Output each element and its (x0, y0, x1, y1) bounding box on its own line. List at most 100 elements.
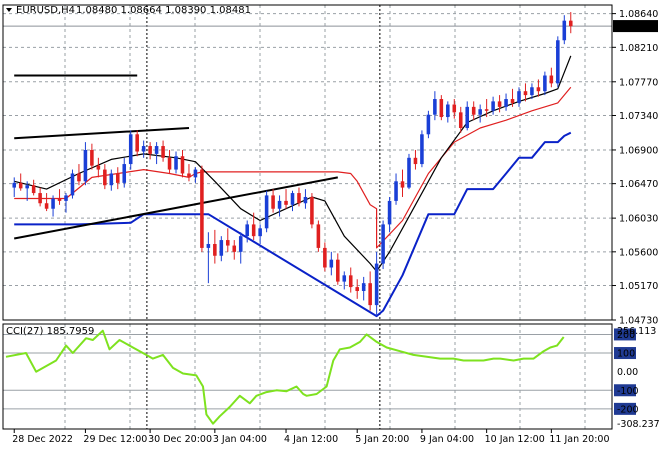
candle-body (465, 106, 470, 129)
candle-body (277, 200, 282, 209)
candle-body (530, 87, 534, 96)
price-axis: 1.08640 1.08210 1.07770 1.07340 1.06900 1.064… (612, 9, 658, 327)
cci-level-tag (614, 328, 636, 341)
candle-body (180, 156, 185, 174)
cci-line (5, 329, 565, 425)
candle-body (316, 224, 321, 248)
candle-body (167, 157, 172, 170)
candle-body (355, 287, 359, 292)
candle-body (400, 181, 405, 188)
time-tick-label: 29 Dec 12:00 (83, 434, 147, 445)
candle-body (25, 185, 29, 189)
candle-body (536, 87, 541, 92)
candle-body (51, 198, 55, 209)
time-tick-label: 9 Jan 04:00 (420, 434, 474, 445)
candle-body (83, 149, 88, 182)
candle-body (510, 99, 515, 103)
candle-body (543, 75, 547, 92)
candle-body (297, 193, 301, 204)
candle-body (251, 224, 256, 237)
support-line (14, 131, 572, 318)
candle-body (219, 240, 224, 256)
chart-header: EURUSD,H4 1.08480 1.08664 1.08390 1.0848… (6, 5, 251, 16)
candle-body (141, 146, 146, 152)
price-pane-frame (2, 4, 613, 321)
cci-min-label: -308.2372 (617, 419, 660, 430)
candle-body (407, 157, 411, 188)
candle-body (394, 181, 398, 201)
candle-body (161, 146, 165, 158)
cci-pane-frame (2, 323, 613, 430)
candle-body (290, 193, 295, 205)
candle-body (213, 243, 217, 256)
candle-body (413, 157, 418, 165)
candle-body (148, 146, 152, 154)
cci-tick-label: 100 (617, 349, 635, 360)
candle-body (135, 134, 139, 152)
time-tick-label: 5 Jan 20:00 (355, 434, 409, 445)
candle-body (128, 134, 133, 165)
candle-body (303, 196, 308, 204)
candle-body (420, 134, 424, 165)
main-grid (3, 5, 612, 321)
candle-body (381, 224, 385, 264)
candle-body (187, 173, 191, 178)
price-tick-label: 1.08210 (619, 43, 658, 54)
symbol-title: EURUSD,H4 (16, 5, 75, 16)
price-tick-label: 1.04730 (619, 316, 658, 327)
cci-tick-label: -100 (617, 386, 639, 397)
candle-body (336, 259, 340, 282)
cci-tick-label: -200 (617, 404, 639, 415)
candle-body (70, 173, 75, 196)
time-axis: 28 Dec 2022 29 Dec 12:00 30 Dec 20:00 3 Jan… (12, 429, 610, 445)
tenkan-line (14, 55, 572, 272)
time-tick-label: 3 Jan 04:00 (213, 434, 267, 445)
candle-body (115, 173, 120, 183)
candle-body (348, 275, 353, 288)
time-tick-label: 28 Dec 2022 (12, 434, 73, 445)
candle-body (323, 247, 327, 268)
candle-body (433, 99, 437, 115)
dropdown-triangle-icon[interactable] (6, 8, 12, 12)
candle-body (18, 182, 23, 189)
pane-frames (2, 4, 613, 430)
candle-body (452, 104, 457, 113)
candle-body (154, 146, 159, 154)
last-price-label: 1.08481 (618, 22, 657, 33)
kijun-line (14, 86, 572, 249)
candle-body (329, 259, 334, 268)
cci-axis: 200 100 0.00 -100 -200 (614, 328, 639, 415)
overlay-lines (14, 55, 572, 318)
candle-body (174, 156, 178, 170)
candle-body (562, 20, 567, 41)
cci-tick-label: 0.00 (617, 367, 638, 378)
candle-body (77, 173, 81, 182)
time-tick-label: 11 Jan 20:00 (549, 434, 609, 445)
candle-body (64, 195, 68, 201)
candle-body (103, 169, 107, 186)
trendline-line (14, 127, 190, 140)
candles (12, 12, 573, 317)
candle-body (342, 275, 347, 282)
candle-body (556, 40, 560, 84)
candle-body (446, 104, 450, 118)
time-tick-label: 30 Dec 20:00 (148, 434, 212, 445)
last-price-tag (613, 20, 658, 33)
candle-body (517, 91, 521, 103)
time-tick-label: 4 Jan 12:00 (284, 434, 338, 445)
candle-body (491, 101, 495, 111)
price-tick-label: 1.05170 (619, 281, 658, 292)
candle-body (206, 243, 211, 248)
time-tick-label: 10 Jan 12:00 (485, 434, 545, 445)
candle-body (568, 20, 573, 27)
candle-body (109, 173, 114, 186)
candle-body (232, 245, 237, 252)
candle-body (439, 99, 444, 118)
candle-body (361, 283, 366, 292)
candle-body (245, 224, 249, 237)
candle-body (310, 196, 314, 225)
price-tick-label: 1.05600 (619, 247, 658, 258)
candle-body (122, 164, 127, 183)
cci-level-tag (614, 402, 636, 415)
